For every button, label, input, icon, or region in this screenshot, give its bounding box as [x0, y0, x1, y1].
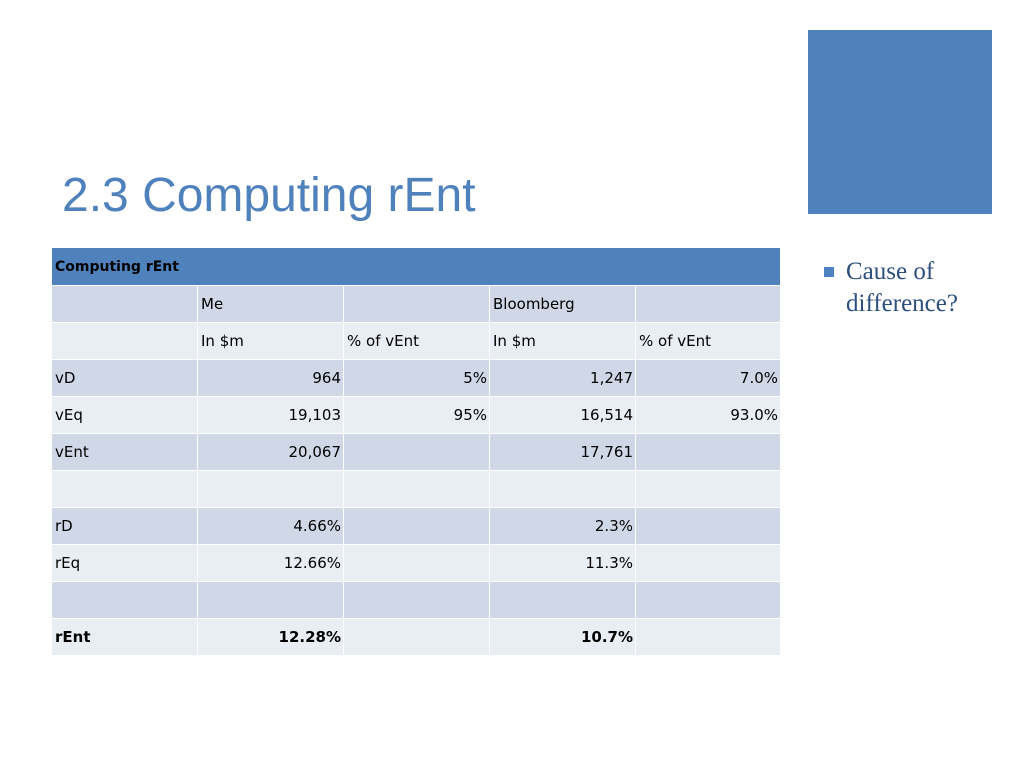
table-cell: [634, 470, 782, 508]
table-cell: 19,103: [197, 396, 344, 434]
table-cell: 12.66%: [197, 544, 344, 582]
table-cell: 17,761: [489, 433, 636, 471]
table-row-empty: [51, 581, 782, 619]
table-cell: 93.0%: [634, 396, 782, 434]
table-cell: [634, 544, 782, 582]
rent-table: Computing rEnt Me Bloomberg In $m % of v…: [50, 247, 782, 656]
table-row: vEq 19,103 95% 16,514 93.0%: [51, 396, 782, 434]
group-header-row: Me Bloomberg: [51, 285, 782, 323]
table-cell: [51, 322, 198, 360]
bullet-text: Cause of difference?: [846, 258, 958, 317]
table-cell: [634, 433, 782, 471]
table-header-row: Computing rEnt: [50, 247, 782, 286]
table-cell: [197, 470, 344, 508]
table-cell: [634, 285, 782, 323]
table-caption: Computing rEnt: [50, 247, 782, 286]
table-cell: 16,514: [489, 396, 636, 434]
table-cell: Bloomberg: [489, 285, 636, 323]
table-cell: In $m: [489, 322, 636, 360]
table-row: rEq 12.66% 11.3%: [51, 544, 782, 582]
table-cell: [634, 581, 782, 619]
table-cell: 12.28%: [197, 618, 344, 656]
table-cell: [197, 581, 344, 619]
table-cell: 1,247: [489, 359, 636, 397]
square-bullet-icon: [824, 267, 834, 277]
sub-header-row: In $m % of vEnt In $m % of vEnt: [51, 322, 782, 360]
table-row-empty: [51, 470, 782, 508]
table-cell: [489, 581, 636, 619]
table-cell: [489, 470, 636, 508]
row-label: rEq: [51, 544, 198, 582]
row-label: vD: [51, 359, 198, 397]
table-row: rD 4.66% 2.3%: [51, 507, 782, 545]
table-cell: [343, 470, 490, 508]
bullet-item: Cause of difference?: [822, 256, 1002, 320]
bullet-list: Cause of difference?: [822, 256, 1002, 320]
table-cell: [343, 544, 490, 582]
table-cell: [343, 433, 490, 471]
slide-title: 2.3 Computing rEnt: [62, 169, 476, 222]
table-cell: [343, 618, 490, 656]
row-label: [51, 470, 198, 508]
table-cell: Me: [197, 285, 344, 323]
table-cell: 5%: [343, 359, 490, 397]
table-cell: 11.3%: [489, 544, 636, 582]
table-row: vD 964 5% 1,247 7.0%: [51, 359, 782, 397]
table-cell: 10.7%: [489, 618, 636, 656]
table-cell: 95%: [343, 396, 490, 434]
table-row-total: rEnt 12.28% 10.7%: [51, 618, 782, 656]
table-cell: 964: [197, 359, 344, 397]
table-cell: [343, 285, 490, 323]
row-label: rEnt: [51, 618, 198, 656]
row-label: [51, 581, 198, 619]
table-row: vEnt 20,067 17,761: [51, 433, 782, 471]
table-cell: 2.3%: [489, 507, 636, 545]
table-cell: % of vEnt: [634, 322, 782, 360]
row-label: vEq: [51, 396, 198, 434]
table-cell: 20,067: [197, 433, 344, 471]
table-cell: [634, 507, 782, 545]
accent-block: [808, 30, 992, 214]
table-cell: [343, 507, 490, 545]
table-cell: [343, 581, 490, 619]
table-cell: 7.0%: [634, 359, 782, 397]
table-cell: [634, 618, 782, 656]
row-label: vEnt: [51, 433, 198, 471]
table-cell: 4.66%: [197, 507, 344, 545]
table-cell: [51, 285, 198, 323]
row-label: rD: [51, 507, 198, 545]
table-cell: % of vEnt: [343, 322, 490, 360]
table-cell: In $m: [197, 322, 344, 360]
